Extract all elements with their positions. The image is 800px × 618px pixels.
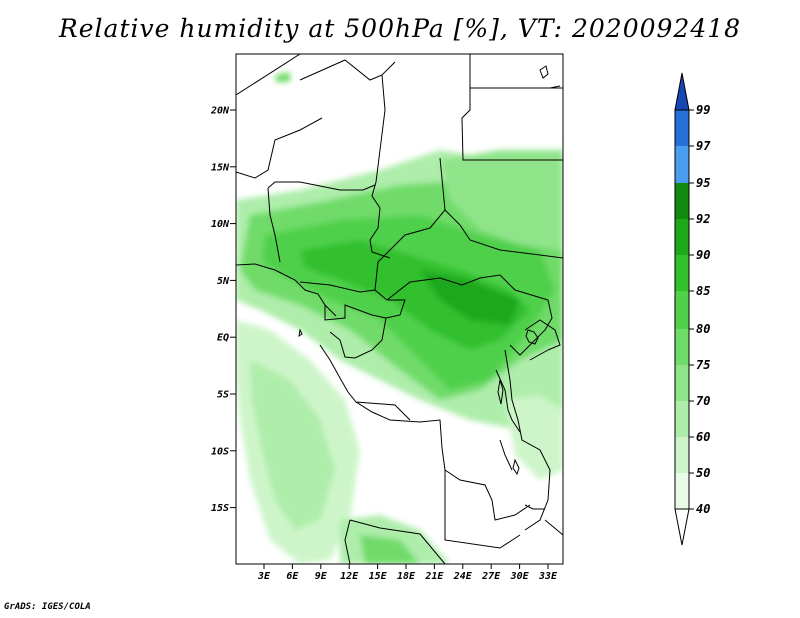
colorbar-label: 90: [696, 248, 710, 262]
map-frame: [235, 53, 564, 565]
colorbar-label: 95: [696, 176, 710, 190]
colorbar-label: 75: [696, 358, 710, 372]
lon-tick-label: 30E: [510, 571, 530, 582]
colorbar-swatch: [675, 401, 689, 437]
colorbar-swatch: [675, 291, 689, 329]
colorbar-label: 80: [696, 322, 710, 336]
colorbar-frame: [674, 109, 690, 510]
lat-tick-label: EQ: [217, 333, 229, 344]
colorbar-label: 99: [696, 103, 710, 117]
lon-tick-label: 15E: [369, 571, 388, 582]
colorbar-swatch: [675, 255, 689, 291]
colorbar-swatch: [675, 110, 689, 146]
colorbar-label: 92: [696, 212, 710, 226]
longitude-axis: 3E 6E 9E 12E 15E 18E 21E 24E 27E 30E 33E: [257, 564, 558, 582]
lat-tick-label: 10N: [211, 219, 230, 230]
credit-label: GrADS: IGES/COLA: [4, 602, 91, 612]
lon-tick-label: 9E: [315, 571, 328, 582]
lat-tick-label: 10S: [211, 446, 229, 457]
lon-tick-label: 27E: [481, 571, 501, 582]
colorbar-label: 85: [696, 284, 710, 298]
lat-tick-label: 5S: [217, 390, 229, 401]
colorbar-swatch: [675, 329, 689, 365]
country-boundaries: [236, 54, 563, 564]
colorbar-swatch: [675, 473, 689, 509]
colorbar-swatch: [675, 437, 689, 473]
colorbar-lower-arrow: [674, 508, 690, 546]
colorbar-swatch: [675, 219, 689, 255]
colorbar-label: 70: [696, 394, 710, 408]
lon-tick-label: 3E: [257, 571, 271, 582]
colorbar-label: 60: [696, 430, 710, 444]
map-title: Relative humidity at 500hPa [%], VT: 202…: [58, 14, 742, 43]
lat-tick-label: 5N: [217, 276, 230, 287]
colorbar-label: 97: [696, 139, 711, 153]
lat-tick-label: 15N: [211, 162, 230, 173]
lon-tick-label: 21E: [424, 571, 444, 582]
colorbar-swatch: [675, 146, 689, 183]
lon-tick-label: 24E: [453, 571, 473, 582]
lon-tick-label: 18E: [397, 571, 416, 582]
lon-tick-label: 33E: [538, 571, 558, 582]
lon-tick-label: 6E: [286, 571, 299, 582]
colorbar: 40 50 60 70 75 80 85 90 92 95 97 99: [674, 72, 711, 546]
colorbar-label: 50: [696, 466, 710, 480]
lon-tick-label: 12E: [340, 571, 359, 582]
colorbar-upper-arrow: [674, 72, 690, 111]
humidity-field: [236, 54, 563, 564]
lat-tick-label: 20N: [210, 106, 230, 117]
colorbar-label: 40: [696, 502, 710, 516]
colorbar-swatch: [675, 365, 689, 401]
colorbar-swatch: [675, 183, 689, 219]
latitude-axis: 20N 15N 10N 5N EQ 5S 10S 15S: [210, 106, 236, 514]
lat-tick-label: 15S: [211, 503, 229, 514]
